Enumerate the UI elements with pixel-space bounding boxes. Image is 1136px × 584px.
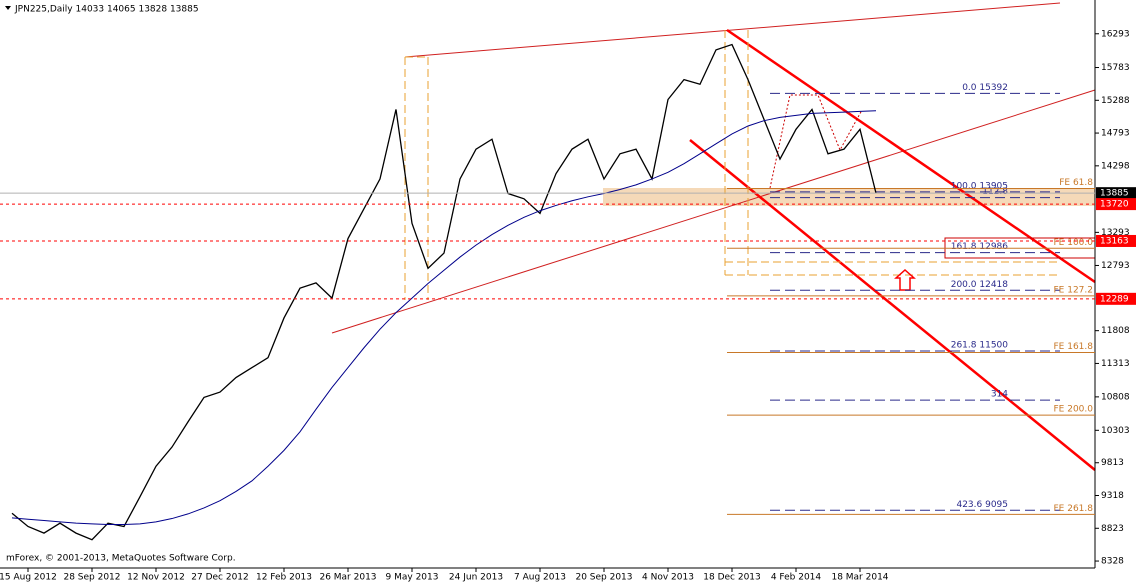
fe-label: FE 161.8	[1054, 342, 1094, 352]
range-box	[724, 30, 1060, 276]
y-tick-label: 13293	[1101, 228, 1130, 238]
y-tick-label: 12793	[1101, 261, 1130, 271]
x-tick-label: 20 Sep 2013	[575, 573, 632, 583]
y-tick-label: 10808	[1101, 392, 1130, 402]
fe-label: FE 100.0	[1054, 238, 1094, 248]
x-tick-label: 18 Dec 2013	[703, 573, 761, 583]
menu-icon	[5, 6, 11, 10]
price-box	[1096, 187, 1136, 200]
price-box-label: 13720	[1100, 200, 1129, 210]
y-tick-label: 11313	[1101, 359, 1130, 369]
chart-title: JPN225,Daily 14033 14065 13828 13885	[14, 5, 199, 15]
x-tick-label: 12 Feb 2013	[256, 573, 312, 583]
trend-line	[331, 89, 1096, 334]
footer: mForex, © 2001-2013, MetaQuotes Software…	[6, 554, 236, 564]
x-tick-label: 15 Aug 2012	[0, 573, 57, 583]
y-tick-label: 15783	[1101, 63, 1130, 73]
fib-label: 423.6 9095	[956, 500, 1008, 510]
range-box	[404, 56, 429, 300]
x-tick-label: 9 May 2013	[386, 573, 439, 583]
zone	[603, 188, 1095, 206]
x-tick-label: 24 Jun 2013	[449, 573, 503, 583]
y-tick-label: 14793	[1101, 129, 1130, 139]
price-line	[11, 110, 877, 526]
price-line	[11, 43, 877, 541]
price-box-label: 12289	[1100, 294, 1129, 304]
y-tick-label: 9813	[1101, 458, 1124, 468]
fib-label: 261.8 11500	[951, 341, 1009, 351]
channel-line	[726, 28, 1096, 284]
x-tick-label: 12 Nov 2012	[127, 573, 185, 583]
price-box-label: 13163	[1100, 236, 1129, 246]
trend-line	[404, 2, 1061, 58]
fib-label: 0.0 15392	[962, 83, 1008, 93]
x-tick-label: 27 Dec 2012	[191, 573, 249, 583]
y-tick-label: 9318	[1101, 491, 1124, 501]
x-tick-label: 4 Feb 2014	[771, 573, 822, 583]
x-tick-label: 26 Mar 2013	[319, 573, 376, 583]
price-box	[1096, 234, 1136, 247]
x-tick-label: 7 Aug 2013	[514, 573, 566, 583]
y-tick-label: 10303	[1101, 426, 1130, 436]
y-tick-label: 16293	[1101, 29, 1130, 39]
fe-label: FE 127.2	[1054, 285, 1094, 295]
fib-label: 100.0 13905	[951, 181, 1008, 191]
fib-label: 112.8	[982, 187, 1008, 197]
arrow	[894, 268, 916, 291]
fib-label: 161.8 12986	[951, 242, 1009, 252]
y-tick-label: 8328	[1101, 557, 1124, 567]
x-tick-label: 18 Mar 2014	[831, 573, 888, 583]
x-tick-label: 28 Sep 2012	[63, 573, 120, 583]
pattern	[769, 94, 863, 189]
fe-label: FE 200.0	[1054, 405, 1094, 415]
y-tick-label: 11808	[1101, 326, 1130, 336]
y-tick-label: 15288	[1101, 96, 1130, 106]
fe-label: FE 261.8	[1054, 504, 1094, 514]
y-tick-label: 8823	[1101, 524, 1124, 534]
fib-label: 314	[991, 390, 1008, 400]
price-box	[1096, 198, 1136, 211]
x-tick-label: 4 Nov 2013	[642, 573, 694, 583]
price-box	[1096, 292, 1136, 305]
fe-label: FE 61.8	[1059, 178, 1093, 188]
price-box-label: 13885	[1100, 189, 1129, 199]
y-tick-label: 14298	[1101, 161, 1130, 171]
fib-label: 200.0 12418	[951, 280, 1009, 290]
